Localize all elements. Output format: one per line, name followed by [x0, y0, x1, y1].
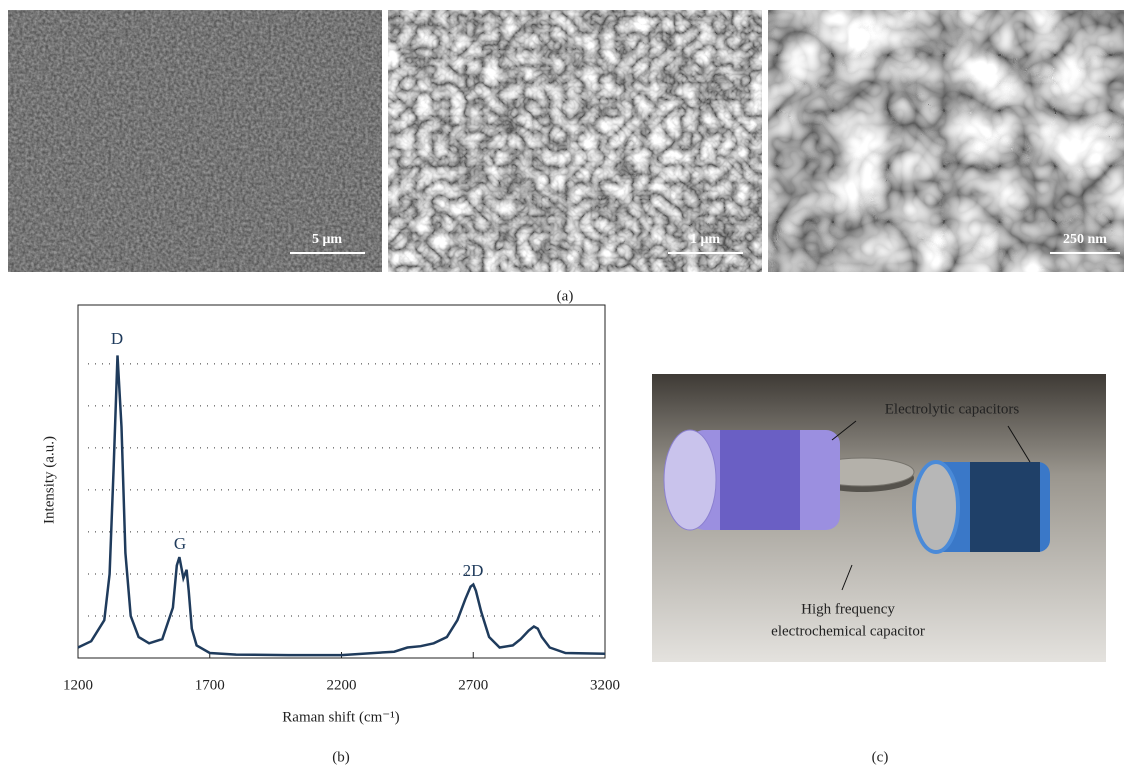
capacitor-stripe: [720, 430, 800, 530]
x-tick-label: 3200: [590, 677, 620, 693]
plot-frame: [78, 305, 605, 658]
x-tick-label: 2200: [327, 677, 357, 693]
x-axis-label: Raman shift (cm⁻¹): [282, 709, 399, 725]
peak-label: G: [174, 534, 186, 553]
capacitor-stripe: [970, 462, 1040, 552]
scale-label: 1 μm: [690, 232, 720, 247]
caption: (b): [332, 749, 350, 765]
x-tick-label: 1200: [63, 677, 93, 693]
capacitor-end: [664, 430, 716, 530]
photo-label: High frequency: [801, 601, 895, 617]
peak-label: D: [111, 329, 123, 348]
spectrum-line: [78, 355, 605, 655]
figure: 5 μm 1 μm 250 nm (a) Intensity (a.u.) Ra…: [0, 0, 1131, 769]
sem-images: 5 μm 1 μm 250 nm (a): [8, 10, 1124, 304]
peak-label: 2D: [463, 561, 484, 580]
photo-label: Electrolytic capacitors: [885, 401, 1020, 417]
x-tick-label: 1700: [195, 677, 225, 693]
raman-chart: Intensity (a.u.) Raman shift (cm⁻¹) (b) …: [41, 305, 620, 765]
photo-label: electrochemical capacitor: [771, 623, 925, 639]
y-axis-label: Intensity (a.u.): [41, 436, 57, 524]
scale-label: 250 nm: [1063, 232, 1107, 247]
scale-label: 5 μm: [312, 232, 342, 247]
caption: (c): [872, 749, 889, 765]
x-tick-label: 2700: [458, 677, 488, 693]
capacitor-end: [914, 462, 958, 552]
photo: Electrolytic capacitors High frequency e…: [652, 374, 1106, 765]
caption: (a): [557, 288, 574, 304]
